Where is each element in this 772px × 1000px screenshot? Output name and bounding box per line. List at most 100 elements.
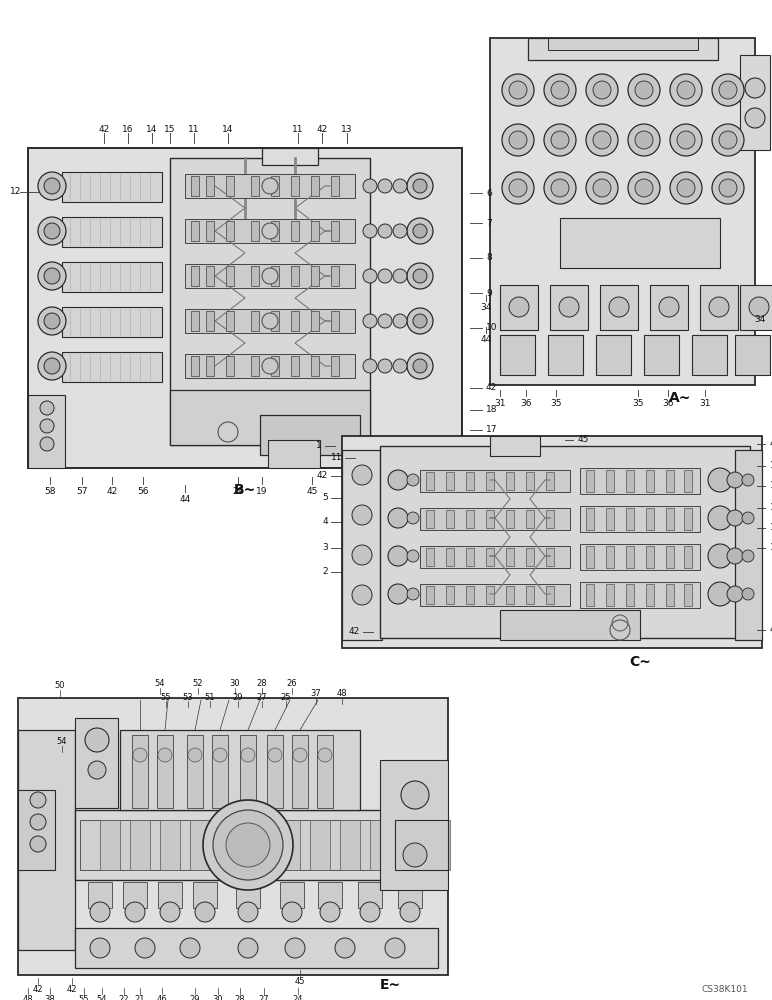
Circle shape: [727, 472, 743, 488]
Text: 30: 30: [213, 996, 223, 1000]
Bar: [75, 928, 438, 968]
Bar: [75, 718, 118, 808]
Text: 1: 1: [317, 442, 322, 450]
Bar: [546, 472, 554, 490]
Bar: [262, 148, 318, 165]
Bar: [291, 356, 299, 376]
Bar: [666, 584, 674, 606]
Text: 38: 38: [45, 996, 56, 1000]
Bar: [62, 307, 162, 337]
Bar: [190, 820, 210, 870]
Circle shape: [727, 586, 743, 602]
Text: 48: 48: [337, 690, 347, 698]
Bar: [426, 510, 434, 528]
Bar: [311, 176, 319, 196]
Circle shape: [363, 314, 377, 328]
Bar: [446, 548, 454, 566]
Bar: [170, 158, 370, 445]
Circle shape: [158, 748, 172, 762]
Circle shape: [635, 131, 653, 149]
Bar: [430, 820, 450, 870]
Bar: [546, 510, 554, 528]
Bar: [206, 176, 214, 196]
Bar: [318, 882, 342, 908]
Text: 44: 44: [179, 495, 191, 504]
Text: 58: 58: [44, 488, 56, 496]
Circle shape: [30, 836, 46, 852]
Circle shape: [708, 468, 732, 492]
Bar: [28, 395, 65, 468]
Circle shape: [712, 172, 744, 204]
Circle shape: [188, 748, 202, 762]
Bar: [342, 450, 382, 640]
Bar: [684, 546, 692, 568]
Circle shape: [388, 470, 408, 490]
Text: 42: 42: [317, 472, 328, 481]
Bar: [550, 285, 588, 330]
Circle shape: [670, 74, 702, 106]
Circle shape: [742, 550, 754, 562]
Text: 14: 14: [147, 125, 157, 134]
Bar: [626, 470, 634, 492]
Text: 24: 24: [293, 996, 303, 1000]
Text: 45: 45: [578, 436, 589, 444]
Bar: [226, 221, 234, 241]
Bar: [331, 221, 339, 241]
Bar: [426, 586, 434, 604]
Circle shape: [213, 748, 227, 762]
Bar: [268, 440, 320, 468]
Circle shape: [335, 938, 355, 958]
Circle shape: [544, 172, 576, 204]
Bar: [486, 472, 494, 490]
Text: 55: 55: [79, 996, 90, 1000]
Text: 21: 21: [135, 996, 145, 1000]
Bar: [236, 882, 260, 908]
Bar: [646, 470, 654, 492]
Bar: [626, 546, 634, 568]
Circle shape: [352, 465, 372, 485]
Circle shape: [40, 419, 54, 433]
Bar: [700, 285, 738, 330]
Text: 29: 29: [232, 692, 243, 702]
Bar: [446, 586, 454, 604]
Circle shape: [195, 902, 215, 922]
Circle shape: [30, 814, 46, 830]
Bar: [271, 266, 279, 286]
Circle shape: [593, 81, 611, 99]
Circle shape: [502, 74, 534, 106]
Bar: [420, 470, 570, 492]
Bar: [666, 470, 674, 492]
Circle shape: [388, 546, 408, 566]
Text: 34: 34: [480, 304, 492, 312]
Bar: [251, 356, 259, 376]
Bar: [132, 735, 148, 808]
Circle shape: [727, 510, 743, 526]
Bar: [62, 217, 162, 247]
Bar: [420, 546, 570, 568]
Text: 57: 57: [76, 488, 88, 496]
Circle shape: [360, 902, 380, 922]
Circle shape: [38, 217, 66, 245]
Bar: [331, 176, 339, 196]
Bar: [157, 735, 173, 808]
Bar: [548, 38, 698, 50]
Circle shape: [749, 297, 769, 317]
Circle shape: [509, 131, 527, 149]
Bar: [644, 335, 679, 375]
Bar: [380, 446, 750, 638]
Bar: [666, 508, 674, 530]
Bar: [212, 735, 228, 808]
Text: C~: C~: [629, 655, 651, 669]
Text: 44: 44: [480, 336, 492, 344]
Bar: [486, 510, 494, 528]
Bar: [331, 356, 339, 376]
Text: 22: 22: [119, 996, 129, 1000]
Circle shape: [551, 131, 569, 149]
Text: 36: 36: [520, 398, 532, 408]
Circle shape: [363, 224, 377, 238]
Text: 11: 11: [330, 454, 342, 462]
Bar: [506, 548, 514, 566]
Circle shape: [238, 938, 258, 958]
Text: 55: 55: [161, 692, 171, 702]
Text: 11: 11: [770, 462, 772, 471]
